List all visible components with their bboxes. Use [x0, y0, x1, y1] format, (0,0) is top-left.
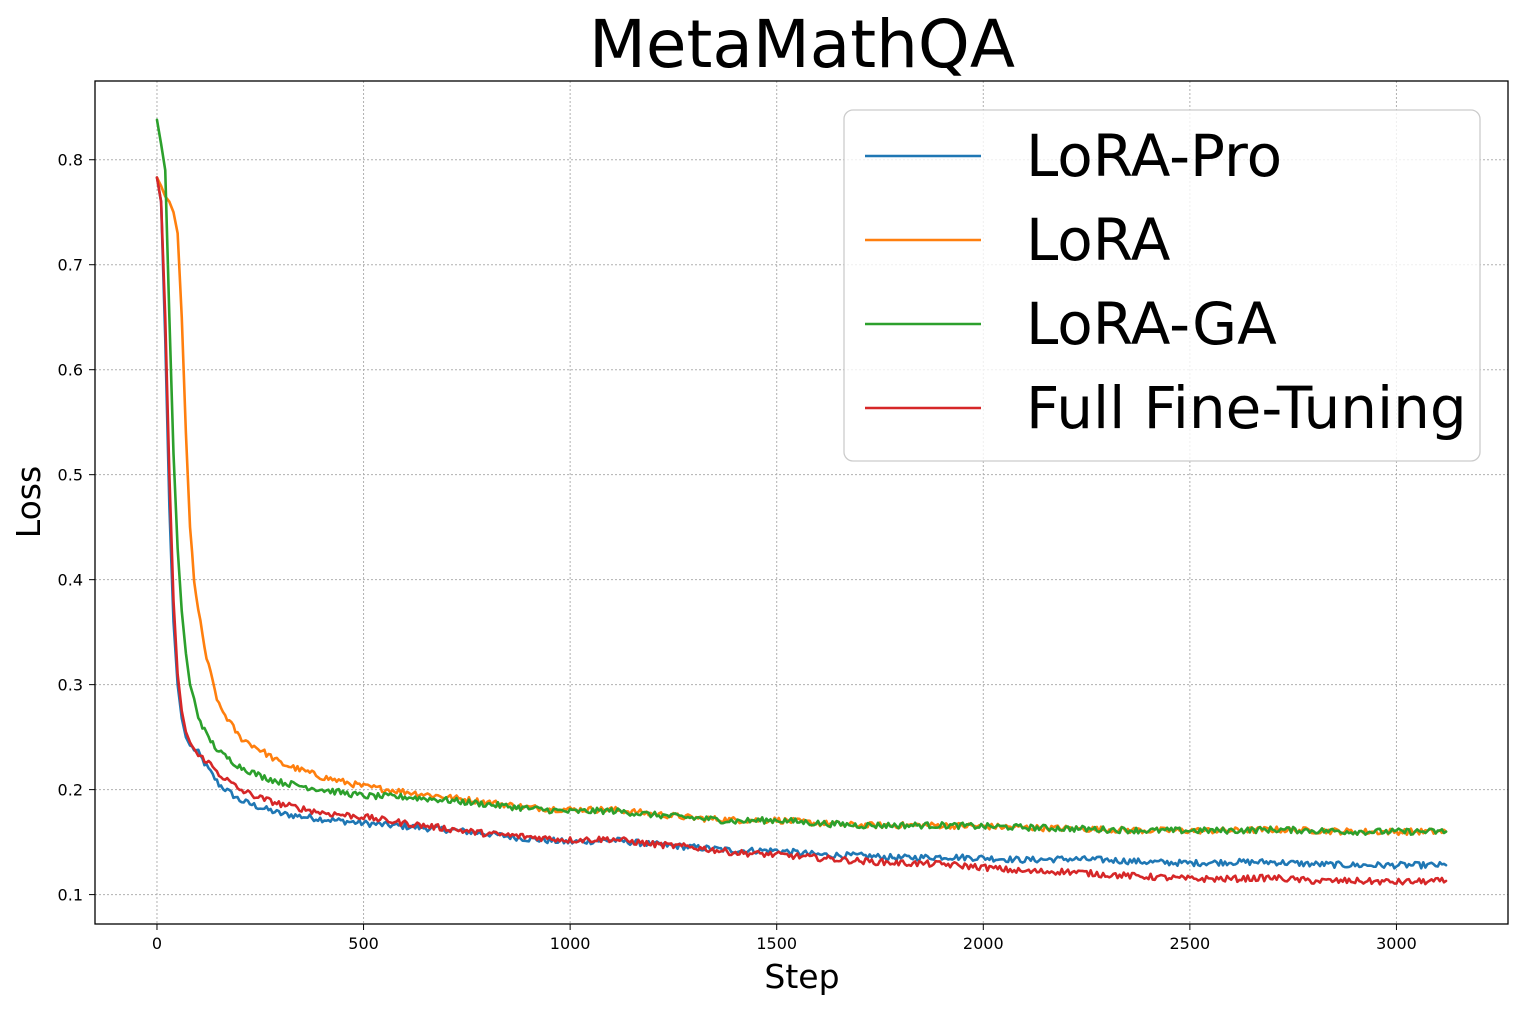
x-tick-label: 0	[152, 934, 162, 953]
y-tick-label: 0.2	[58, 781, 83, 800]
x-tick-label: 2000	[963, 934, 1004, 953]
series-lines	[155, 118, 1448, 886]
x-tick-label: 500	[348, 934, 379, 953]
legend-label: LoRA-GA	[1026, 290, 1277, 358]
y-tick-label: 0.7	[58, 256, 83, 275]
legend-label: Full Fine-Tuning	[1026, 374, 1467, 442]
y-axis-label: Loss	[9, 466, 48, 538]
series-line-0	[155, 176, 1448, 870]
series-line-3	[155, 176, 1448, 886]
x-tick-label: 1000	[550, 934, 591, 953]
x-tick-label: 2500	[1170, 934, 1211, 953]
y-tick-label: 0.6	[58, 361, 83, 380]
legend-box	[843, 109, 1481, 462]
legend: LoRA-Pro LoRA LoRA-GA Full Fine-Tuning	[843, 109, 1481, 462]
y-tick-label: 0.4	[58, 571, 83, 590]
legend-label: LoRA-Pro	[1026, 122, 1282, 190]
x-tick-label: 1500	[756, 934, 797, 953]
plot-area-frame	[94, 80, 1509, 925]
y-tick-label: 0.8	[58, 151, 83, 170]
legend-label: LoRA	[1026, 206, 1171, 274]
y-tick-label: 0.3	[58, 676, 83, 695]
x-axis-label: Step	[764, 957, 839, 996]
y-tick-label: 0.5	[58, 466, 83, 485]
axis-ticks: 0 500 1000 1500 2000 2500 3000 0.1 0.2 0.3 0.4 0.5 0…	[58, 151, 1417, 953]
series-line-2	[155, 118, 1448, 836]
chart-title: MetaMathQA	[589, 6, 1015, 83]
x-tick-label: 3000	[1376, 934, 1417, 953]
y-tick-label: 0.1	[58, 886, 83, 905]
